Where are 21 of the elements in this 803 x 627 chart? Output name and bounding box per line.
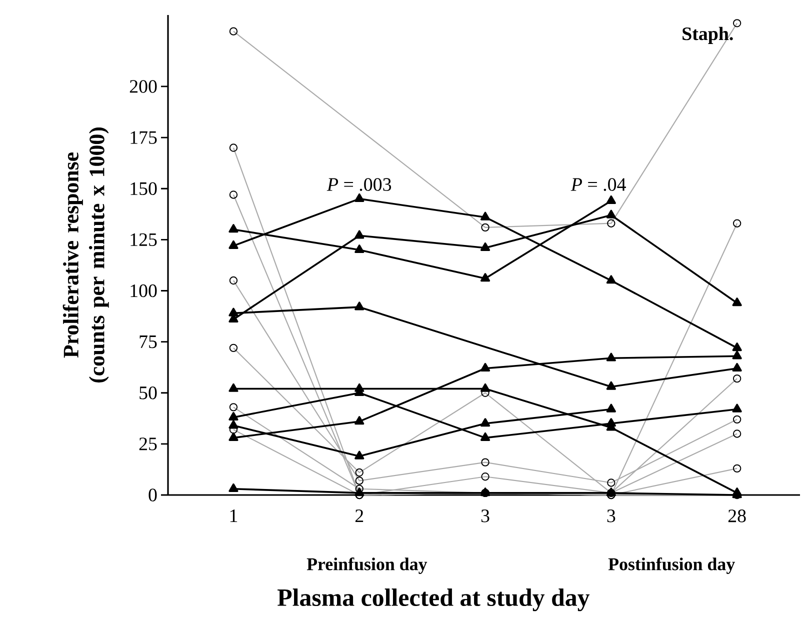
x-axis-title: Plasma collected at study day [278,588,590,612]
y-tick-label: 50 [140,386,157,400]
annotation: P = .003 [326,178,392,191]
y-tick-label: 100 [130,284,157,298]
text: Preinfusion day [306,557,428,574]
y-tick-label: 0 [148,488,157,502]
annotation: P = .04 [570,178,626,191]
y-tick-label: 200 [130,80,157,93]
x-tick-label: 2 [355,510,364,522]
y-tick-label: 150 [130,182,157,195]
x-tick-label: 3 [481,510,490,522]
y-tick-label: 75 [140,336,157,348]
annotation: Staph. [682,26,733,44]
y-tick-label: 175 [130,131,157,144]
y-axis-title: Proliferative response (counts per minute x 1000) [62,128,109,382]
x-tick-label: 1 [230,510,238,522]
y-tick-label: 125 [130,233,157,246]
x-tick-label: 3 [607,510,616,522]
x-tick-label: 28 [728,510,746,522]
text: Postinfusion day [608,557,735,574]
y-tick-label: 25 [139,438,157,450]
